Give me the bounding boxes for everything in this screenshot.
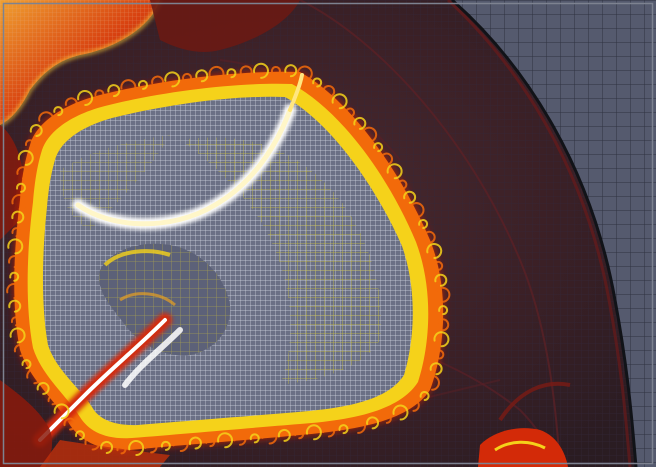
kh-billow-curl [386,163,403,180]
kh-billow-curl [226,68,237,79]
kh-billow-curl [381,413,392,424]
kh-billow-curl [172,435,189,452]
kh-billow-curl [208,65,225,82]
kh-billow-curl [434,273,448,287]
kh-billow-curl [350,417,367,434]
kh-billow-curl [422,230,436,244]
kh-billow-curl [75,430,85,441]
kh-billow-curl [345,107,355,118]
kh-billow-curl [284,64,298,78]
kh-billow-curl [11,227,22,238]
kh-billow-curl [8,299,22,313]
kh-billow-curl [9,327,26,344]
kh-billow-curl [11,210,25,224]
kh-billow-curl [29,124,43,138]
kh-billow-curl [261,428,278,445]
kh-billow-curl [160,440,171,451]
kh-billow-curl [84,434,101,451]
kh-billow-curl [434,349,445,360]
kh-billow-curl [217,432,234,449]
kh-billow-curl [353,116,367,130]
kh-billow-curl [380,152,393,166]
kh-billows [6,62,451,456]
kh-billow-curl [107,84,121,98]
kh-billow-curl [408,202,425,219]
kh-billow-curl [322,85,336,98]
kh-billow-curl [361,126,378,143]
kh-billow-curl [239,65,253,79]
kh-billow-curl [6,282,23,299]
kh-billow-curl [305,424,322,441]
kh-billow-curl [8,255,21,269]
kh-billow-curl [13,343,27,357]
kh-billow-curl [7,238,24,255]
kh-billow-curl [17,149,34,166]
kh-billow-curl [195,69,209,83]
kh-billow-curl [419,391,430,401]
kh-billow-curl [144,440,158,454]
kh-billow-curl [296,65,313,82]
kh-billow-curl [151,75,165,89]
kh-billow-curl [182,72,193,83]
kh-billow-curl [9,271,20,282]
kh-billow-curl [277,428,291,442]
kh-billow-curl [94,89,105,100]
bottom-left-red [0,380,53,467]
kh-billow-curl [77,89,94,106]
kh-billow-curl [322,424,336,438]
kh-billow-curl [53,106,64,117]
kh-billow-curl [16,166,30,180]
kh-billow-curl [331,93,348,110]
kh-billow-curl [270,66,281,77]
kh-billow-curl [438,305,449,316]
kh-billow-curl [373,142,384,153]
kh-billow-curl [53,403,70,420]
kh-billow-curl [11,194,28,210]
kh-billow-curl [418,219,429,230]
kh-billow-curl [429,362,443,376]
kh-billow-curl [433,331,450,348]
kh-billow-curl [64,97,78,111]
kh-billow-curl [434,286,451,303]
kh-billow-curl [338,424,349,435]
bottom-right-knot [478,428,568,467]
kh-billow-curl [406,398,420,412]
kh-billow-curl [392,404,409,421]
kh-billow-curl [38,111,55,128]
kh-billow-curl [36,381,50,395]
kh-billow-curl [63,417,77,431]
kh-billow-curl [10,316,21,327]
kh-billow-curl [397,179,408,190]
kh-billow-curl [426,242,443,259]
kh-billow-curl [24,139,35,150]
kh-billow-curl [433,260,444,271]
kh-billow-curl [233,432,247,446]
kh-billow-curl [100,440,114,454]
kh-billow-curl [189,436,202,450]
kh-billow-curl [138,79,148,90]
kh-billow-curl [403,190,417,204]
kh-billow-curl [312,77,323,88]
kh-billow-curl [128,439,145,456]
kh-billow-curl [164,71,181,88]
kh-billow-curl [120,79,137,96]
kh-billow-curl [26,368,43,385]
refined-yellow-band [180,137,381,385]
kh-billow-curl [436,318,450,332]
kh-billow-curl [249,433,260,444]
kh-billow-curl [366,416,379,430]
kh-billow-curl [21,359,32,370]
kh-billow-curl [47,395,58,406]
kh-billow-curl [116,444,127,455]
kh-billow-curl [16,182,26,193]
kh-billow-curl [253,62,269,79]
kh-billow-curl [423,374,440,391]
kh-billow-curl [294,429,305,440]
kh-billow-curl [205,437,216,448]
bow-shock-front [451,0,638,467]
